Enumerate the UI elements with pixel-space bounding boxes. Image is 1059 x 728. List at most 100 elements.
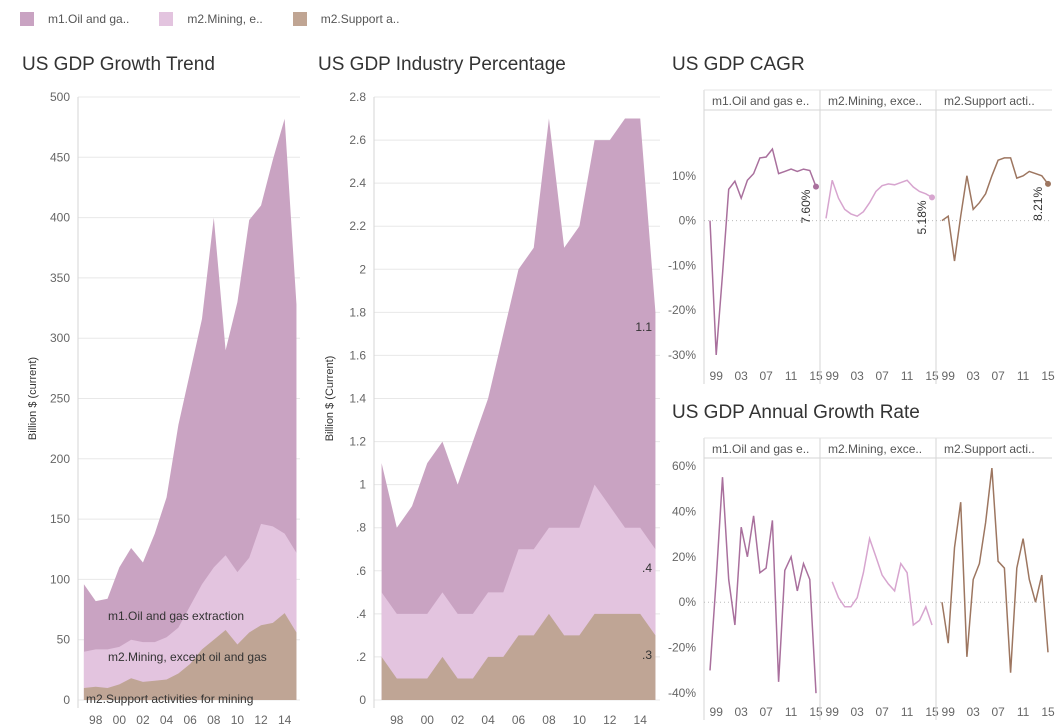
y-tick-label: 1.6 [349,348,366,362]
y-tick-label: 1.2 [349,435,366,449]
y-axis-title: Billion $ (Current) [324,356,336,442]
end-value-label: 8.21% [1031,187,1045,221]
y-tick-label: 0 [63,693,70,707]
legend-label-support: m2.Support a.. [320,12,400,26]
x-tick-label: 07 [991,705,1005,719]
legend-swatch-oil [20,12,34,26]
y-tick-label: -30% [668,348,696,362]
panel-header: m2.Support acti.. [944,94,1035,108]
end-point [1045,180,1051,187]
x-tick-label: 07 [759,705,773,719]
y-tick-label: -10% [668,258,696,272]
x-tick-label: 04 [481,713,495,727]
x-tick-label: 03 [734,369,748,383]
y-tick-label: 200 [50,452,70,466]
x-tick-label: 15 [809,369,823,383]
end-point [813,183,819,190]
x-tick-label: 08 [542,713,556,727]
x-tick-label: 03 [734,705,748,719]
series-line-2 [941,468,1049,673]
y-tick-label: .6 [356,564,366,578]
y-tick-label: .8 [356,521,366,535]
y-tick-label: 1 [359,478,366,492]
series-line-2 [941,157,1049,262]
end-value-label: .3 [642,648,652,662]
y-tick-label: 20% [672,550,696,564]
x-tick-label: 15 [925,369,939,383]
x-tick-label: 07 [875,369,889,383]
x-tick-label: 00 [421,713,435,727]
growth-trend-title: US GDP Growth Trend [22,54,215,75]
x-tick-label: 11 [1017,369,1030,383]
y-tick-label: 2.4 [349,176,366,190]
series-label: m2.Support activities for mining [86,692,253,706]
legend-item-oil[interactable]: m1.Oil and ga.. [20,10,129,28]
y-tick-label: 2.2 [349,219,366,233]
legend-swatch-mining [159,12,174,26]
y-tick-label: 2.6 [349,133,366,147]
x-tick-label: 08 [207,713,221,727]
x-tick-label: 02 [136,713,150,727]
legend-item-mining[interactable]: m2.Mining, e.. [159,10,263,28]
x-tick-label: 12 [603,713,617,727]
series-label: m2.Mining, except oil and gas [108,650,267,664]
x-tick-label: 00 [113,713,127,727]
series-line-1 [831,535,933,627]
x-tick-label: 98 [89,713,103,727]
series-line-0 [709,477,817,694]
x-tick-label: 11 [785,369,798,383]
x-tick-label: 10 [573,713,587,727]
x-tick-label: 07 [991,369,1005,383]
x-tick-label: 07 [759,369,773,383]
y-axis-title: Billion $ (current) [27,357,39,440]
x-tick-label: 15 [1041,705,1055,719]
series-label: m1.Oil and gas extraction [108,609,244,623]
y-tick-label: 450 [50,150,70,164]
x-tick-label: 11 [1017,705,1030,719]
area-oil [83,118,297,700]
x-tick-label: 11 [785,705,798,719]
legend-item-support[interactable]: m2.Support a.. [292,10,400,28]
x-tick-label: 03 [850,705,864,719]
legend-label-oil: m1.Oil and ga.. [48,12,130,26]
panel-header: m2.Mining, exce.. [828,442,922,456]
x-tick-label: 15 [809,705,823,719]
x-tick-label: 03 [966,705,980,719]
y-tick-label: -20% [668,641,696,655]
panel-header: m1.Oil and gas e.. [712,94,809,108]
series-line-1 [825,179,933,219]
y-tick-label: 350 [50,271,70,285]
y-tick-label: 250 [50,392,70,406]
y-tick-label: -20% [668,303,696,317]
y-tick-label: 0% [679,214,697,228]
y-tick-label: 400 [50,211,70,225]
y-tick-label: 40% [672,504,696,518]
y-tick-label: .4 [356,607,366,621]
end-value-label: 5.18% [915,200,929,234]
industry-percentage-title: US GDP Industry Percentage [318,54,566,75]
series-line-0 [709,147,817,356]
x-tick-label: 15 [925,705,939,719]
x-tick-label: 99 [942,369,956,383]
end-value-label: 7.60% [799,189,813,223]
x-tick-label: 14 [278,713,292,727]
x-tick-label: 04 [160,713,174,727]
x-tick-label: 99 [826,369,840,383]
y-tick-label: 500 [50,90,70,104]
x-tick-label: 12 [254,713,268,727]
x-tick-label: 03 [966,369,980,383]
x-tick-label: 99 [710,705,724,719]
x-tick-label: 07 [875,705,889,719]
end-value-label: 1.1 [635,320,652,334]
y-tick-label: 2.8 [349,90,366,104]
y-tick-label: 1.8 [349,305,366,319]
y-tick-label: 150 [50,512,70,526]
y-tick-label: 2 [359,262,366,276]
y-tick-label: 10% [672,169,696,183]
annual-growth-title: US GDP Annual Growth Rate [672,402,920,423]
area-support [83,613,297,700]
end-point [929,194,935,201]
y-tick-label: -40% [668,686,696,700]
panel-header: m1.Oil and gas e.. [712,442,809,456]
